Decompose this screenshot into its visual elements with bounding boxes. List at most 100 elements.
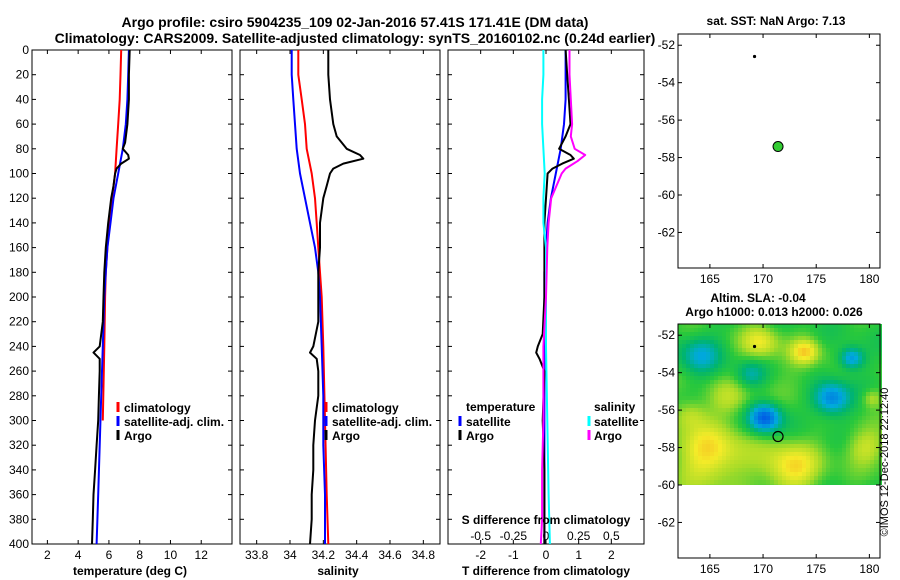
sla-cell: [694, 416, 698, 420]
sla-cell: [698, 332, 702, 336]
sla-cell: [862, 356, 866, 360]
sla-cell: [714, 380, 718, 384]
sla-cell: [802, 452, 806, 456]
sla-cell: [818, 336, 822, 340]
x-tick-label: 170: [753, 272, 773, 286]
sla-cell: [742, 356, 746, 360]
sla-cell: [874, 372, 878, 376]
sla-cell: [866, 460, 870, 464]
sla-cell: [838, 440, 842, 444]
sla-cell: [826, 400, 830, 404]
sla-cell: [866, 420, 870, 424]
sla-cell: [810, 340, 814, 344]
sla-cell: [846, 440, 850, 444]
sla-cell: [718, 456, 722, 460]
sla-cell: [846, 468, 850, 472]
sla-cell: [758, 356, 762, 360]
sla-cell: [870, 336, 874, 340]
sla-cell: [730, 392, 734, 396]
sla-cell: [870, 348, 874, 352]
sla-cell: [690, 364, 694, 368]
sla-cell: [694, 376, 698, 380]
sla-cell: [702, 360, 706, 364]
y-tick-label: 40: [16, 92, 30, 106]
sla-cell: [842, 440, 846, 444]
sla-cell: [762, 444, 766, 448]
sla-cell: [690, 360, 694, 364]
sla-cell: [806, 324, 810, 328]
sla-cell: [682, 376, 686, 380]
sla-cell: [858, 372, 862, 376]
sla-cell: [694, 456, 698, 460]
sla-cell: [750, 368, 754, 372]
sla-cell: [762, 484, 766, 485]
sla-cell: [762, 408, 766, 412]
sla-cell: [746, 368, 750, 372]
sla-cell: [726, 428, 730, 432]
sla-cell: [698, 352, 702, 356]
sla-cell: [682, 328, 686, 332]
sla-cell: [802, 336, 806, 340]
sla-cell: [714, 428, 718, 432]
sla-cell: [718, 380, 722, 384]
sla-cell: [722, 424, 726, 428]
sla-cell: [794, 380, 798, 384]
sla-cell: [854, 372, 858, 376]
sla-cell: [734, 464, 738, 468]
sla-cell: [706, 380, 710, 384]
sla-cell: [766, 480, 770, 484]
sla-cell: [778, 384, 782, 388]
sla-cell: [782, 412, 786, 416]
sla-cell: [774, 388, 778, 392]
sla-cell: [734, 340, 738, 344]
sla-cell: [862, 376, 866, 380]
sla-cell: [850, 456, 854, 460]
sla-cell: [822, 468, 826, 472]
sla-cell: [802, 432, 806, 436]
sla-cell: [826, 348, 830, 352]
sla-cell: [786, 376, 790, 380]
sla-cell: [858, 420, 862, 424]
sla-cell: [714, 388, 718, 392]
sla-cell: [826, 376, 830, 380]
sla-cell: [710, 472, 714, 476]
sla-cell: [762, 460, 766, 464]
sla-cell: [798, 360, 802, 364]
sla-cell: [770, 392, 774, 396]
sla-cell: [854, 432, 858, 436]
sla-cell: [690, 348, 694, 352]
sla-cell: [854, 336, 858, 340]
sla-cell: [718, 440, 722, 444]
sla-cell: [722, 452, 726, 456]
sla-cell: [850, 400, 854, 404]
sla-cell: [814, 392, 818, 396]
sla-cell: [862, 344, 866, 348]
sla-cell: [814, 380, 818, 384]
sla-cell: [842, 472, 846, 476]
sla-cell: [734, 412, 738, 416]
sla-cell: [806, 444, 810, 448]
sla-cell: [754, 472, 758, 476]
sla-cell: [842, 436, 846, 440]
sla-cell: [678, 412, 682, 416]
sla-cell: [802, 384, 806, 388]
sla-cell: [682, 364, 686, 368]
sla-cell: [722, 444, 726, 448]
sla-cell: [678, 480, 682, 484]
sla-cell: [870, 396, 874, 400]
sla-cell: [714, 400, 718, 404]
sla-cell: [698, 408, 702, 412]
sla-cell: [726, 388, 730, 392]
sla-cell: [722, 356, 726, 360]
sla-cell: [826, 384, 830, 388]
sla-cell: [874, 452, 878, 456]
sla-cell: [682, 392, 686, 396]
sla-cell: [694, 440, 698, 444]
sla-cell: [810, 412, 814, 416]
sla-cell: [874, 356, 878, 360]
sla-cell: [682, 444, 686, 448]
sla-cell: [866, 436, 870, 440]
sla-cell: [690, 408, 694, 412]
sla-cell: [722, 428, 726, 432]
sla-cell: [838, 352, 842, 356]
